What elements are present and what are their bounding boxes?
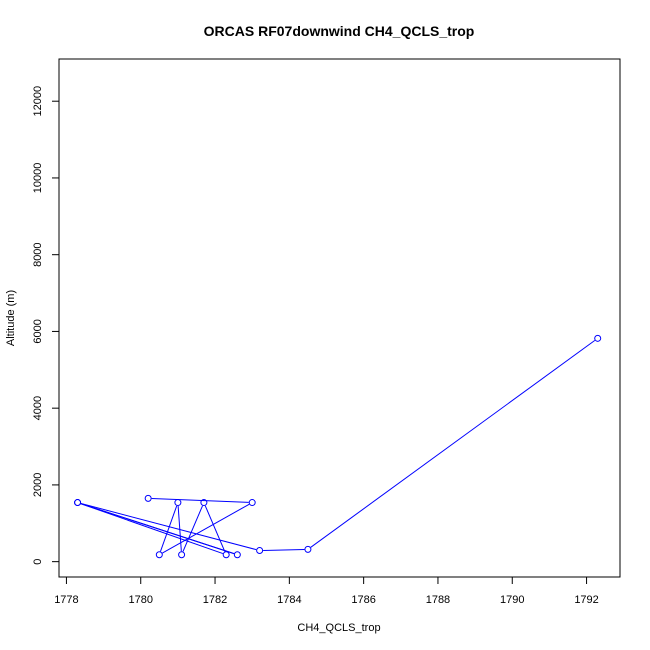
data-point xyxy=(222,551,230,559)
x-tick-label: 1788 xyxy=(426,594,450,606)
data-point xyxy=(174,499,182,507)
x-axis-label: CH4_QCLS_trop xyxy=(297,622,380,634)
series-segment xyxy=(310,339,596,548)
y-axis-label: Altitude (m) xyxy=(5,290,17,346)
data-point xyxy=(74,499,82,507)
data-point xyxy=(144,494,152,502)
series-layer xyxy=(74,334,602,559)
x-tick-label: 1782 xyxy=(203,594,227,606)
data-point xyxy=(594,334,602,342)
chart-title: ORCAS RF07downwind CH4_QCLS_trop xyxy=(204,23,475,39)
y-axis: 0 2000 4000 6000 8000 10000 12000 xyxy=(32,86,60,565)
series-segment xyxy=(182,505,203,552)
y-tick-label: 6000 xyxy=(32,319,44,343)
series-segment xyxy=(80,502,257,551)
x-axis: 1778 1780 1782 1784 1786 1788 1790 1792 xyxy=(54,576,599,606)
y-tick-label: 10000 xyxy=(32,163,44,194)
x-tick-label: 1792 xyxy=(574,594,598,606)
plot-frame xyxy=(58,58,621,578)
data-point xyxy=(256,547,264,555)
x-tick-label: 1786 xyxy=(351,594,375,606)
data-point xyxy=(178,551,186,559)
x-tick-label: 1784 xyxy=(277,594,301,606)
data-point xyxy=(155,551,163,559)
data-point xyxy=(233,551,241,559)
series-segment xyxy=(263,548,305,551)
series-segment xyxy=(162,503,250,554)
series-segment xyxy=(177,506,182,552)
y-tick-label: 4000 xyxy=(32,396,44,420)
series-segment xyxy=(80,503,235,555)
y-tick-label: 0 xyxy=(32,559,44,565)
y-tick-label: 2000 xyxy=(32,473,44,497)
y-tick-label: 8000 xyxy=(32,242,44,266)
series-segment xyxy=(80,503,224,555)
x-tick-label: 1780 xyxy=(128,594,152,606)
data-point xyxy=(304,545,312,553)
series-segment xyxy=(204,505,226,552)
x-tick-label: 1790 xyxy=(500,594,524,606)
series-segment xyxy=(151,497,249,503)
x-tick-label: 1778 xyxy=(54,594,78,606)
data-point xyxy=(248,499,256,507)
series-segment xyxy=(160,505,178,552)
y-tick-label: 12000 xyxy=(32,86,44,117)
data-point xyxy=(200,499,208,507)
